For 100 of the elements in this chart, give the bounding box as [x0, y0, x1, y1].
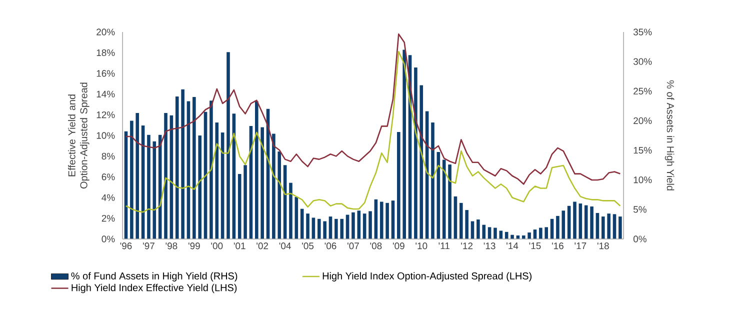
x-tick-label: '09	[392, 242, 404, 250]
bar	[420, 85, 424, 239]
y2-tick-label: 10%	[634, 176, 652, 184]
x-tick-label: '12	[461, 242, 473, 250]
bar	[476, 219, 480, 239]
y-axis-title: Effective Yield and Option-Adjusted Spread	[68, 82, 90, 188]
bar	[397, 132, 400, 239]
x-tick-label: '17	[574, 242, 586, 250]
bar	[612, 214, 616, 239]
bar	[607, 214, 610, 239]
bar	[544, 227, 548, 239]
x-tick-label: '97	[143, 242, 154, 250]
y-tick-label: 6%	[102, 174, 115, 180]
bar	[528, 232, 531, 239]
y-tick-label: 10%	[96, 132, 115, 139]
bar	[198, 136, 202, 239]
y-tick-label: 0%	[102, 236, 115, 242]
y-tick-label: 14%	[96, 90, 115, 98]
y-tick-label: 8%	[102, 152, 115, 160]
bar	[147, 134, 150, 239]
x-tick-label: '99	[188, 242, 200, 250]
y-tick-label: 16%	[96, 70, 115, 77]
bar	[317, 218, 321, 239]
bar	[130, 120, 134, 239]
bar	[181, 89, 184, 239]
legend-label: High Yield Index Effective Yield (LHS)	[72, 284, 237, 294]
x-tick-label: '13	[484, 242, 496, 250]
y-tick-label: 2%	[102, 214, 115, 222]
x-tick-label: '16	[552, 242, 564, 250]
bar	[175, 96, 179, 239]
x-tick-label: '15	[529, 242, 541, 250]
bar	[602, 216, 605, 239]
y2-axis-title: % of Assets in High Yield	[664, 80, 674, 190]
x-tick-label: '10	[416, 242, 428, 250]
bar	[368, 211, 372, 239]
bar	[402, 50, 406, 239]
x-tick-label: '04	[279, 242, 291, 250]
bar	[556, 216, 560, 239]
bar	[584, 205, 588, 239]
y-tick-label: 18%	[96, 49, 115, 56]
bar	[312, 218, 316, 239]
bar	[539, 228, 542, 239]
x-tick-label: '01	[234, 242, 246, 250]
x-tick-label: '02	[256, 242, 268, 250]
x-tick-label: '96	[120, 242, 132, 250]
bar	[442, 160, 446, 239]
x-tick-label: '06	[324, 242, 336, 250]
x-tick-label: '05	[302, 242, 314, 250]
y2-tick-label: 0%	[633, 236, 646, 242]
bar	[278, 151, 282, 239]
x-tick-label: '07	[348, 242, 359, 250]
x-tick-label: '08	[370, 242, 382, 250]
bar	[215, 122, 219, 239]
legend-label: % of Fund Assets in High Yield (RHS)	[71, 272, 238, 282]
y-tick-label: 12%	[96, 111, 115, 118]
y2-tick-label: 5%	[633, 206, 646, 213]
bar	[260, 127, 264, 239]
bar	[578, 204, 582, 239]
bar	[226, 52, 230, 239]
bar	[391, 200, 395, 239]
x-tick-label: '11	[438, 242, 450, 250]
legend-label: High Yield Index Option-Adjusted Spread (LHS)	[322, 272, 532, 282]
y-tick-label: 20%	[96, 28, 115, 36]
bar	[414, 67, 418, 239]
bar	[244, 165, 247, 239]
bar	[164, 113, 168, 239]
y2-tick-label: 15%	[634, 146, 652, 154]
x-tick-label: '14	[506, 242, 518, 250]
bar	[431, 122, 434, 239]
bar	[323, 221, 326, 239]
x-tick-label: '98	[166, 242, 178, 250]
bar	[618, 216, 622, 239]
y2-tick-label: 35%	[633, 28, 652, 36]
bar	[465, 210, 468, 239]
bar	[448, 164, 452, 239]
bar	[306, 214, 310, 239]
bar	[210, 100, 213, 239]
bar	[334, 218, 338, 239]
bar	[380, 202, 384, 239]
bar	[272, 134, 276, 239]
y2-tick-label: 20%	[634, 117, 652, 124]
bar	[238, 174, 242, 239]
bar	[192, 97, 196, 239]
bar	[454, 196, 458, 239]
y-tick-label: 4%	[102, 194, 115, 201]
bar	[255, 101, 258, 239]
x-tick-label: '00	[211, 242, 223, 250]
bar	[289, 182, 292, 239]
x-tick-label: '18	[597, 242, 609, 250]
bar	[459, 202, 463, 239]
bar	[562, 210, 566, 239]
bar	[136, 113, 140, 239]
bar	[590, 206, 594, 239]
bar	[482, 224, 486, 239]
y2-tick-label: 30%	[633, 58, 652, 65]
bar	[573, 202, 576, 239]
bar	[340, 218, 344, 239]
bar	[352, 212, 355, 239]
bar	[357, 210, 361, 239]
y2-tick-label: 25%	[634, 88, 652, 94]
